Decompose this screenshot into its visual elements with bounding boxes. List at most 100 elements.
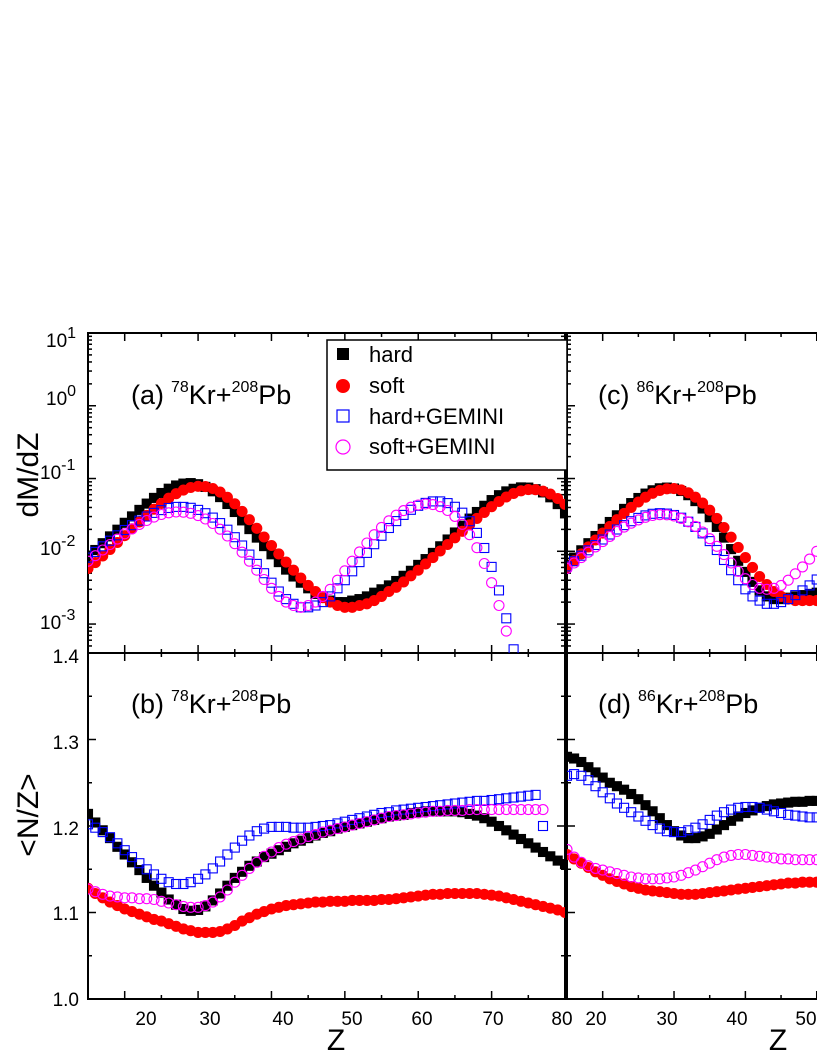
point-b-soft-gemini bbox=[530, 804, 542, 816]
point-b-hard-gemini bbox=[457, 797, 468, 808]
point-a-soft-gemini bbox=[368, 529, 380, 541]
point-b-soft-gemini bbox=[280, 838, 292, 850]
point-a-soft-gemini bbox=[478, 557, 490, 570]
panel-c-marks bbox=[567, 482, 817, 609]
point-d-hard bbox=[647, 806, 658, 817]
point-d-soft-gemini bbox=[668, 871, 680, 883]
point-d-hard-gemini bbox=[718, 807, 730, 818]
point-c-soft-gemini bbox=[618, 521, 630, 533]
point-d-soft-gemini bbox=[675, 869, 687, 881]
point-d-hard-gemini bbox=[747, 801, 758, 813]
point-a-soft-gemini bbox=[449, 510, 461, 522]
point-c-hard-gemini bbox=[733, 575, 744, 586]
point-c-hard-gemini bbox=[754, 595, 765, 606]
point-a-hard-gemini bbox=[244, 549, 255, 560]
point-a-hard-gemini bbox=[156, 505, 167, 516]
point-b-soft-gemini bbox=[493, 804, 505, 816]
point-d-soft-gemini bbox=[697, 861, 709, 873]
point-a-hard-gemini bbox=[501, 613, 512, 624]
point-a-soft-gemini bbox=[420, 498, 432, 510]
point-d-hard-gemini bbox=[661, 826, 672, 837]
point-b-hard-gemini bbox=[310, 821, 321, 832]
point-d-hard bbox=[583, 762, 594, 773]
x-tick-labels-left: 20 30 40 50 60 70 80 bbox=[135, 1009, 572, 1030]
point-b-soft-gemini bbox=[537, 804, 549, 816]
point-d-soft-gemini bbox=[739, 848, 751, 861]
point-c-soft-gemini bbox=[746, 578, 759, 591]
legend-marker-hard-gemini bbox=[336, 409, 350, 423]
point-a-soft-gemini bbox=[111, 533, 123, 545]
point-d-soft-gemini bbox=[639, 873, 652, 885]
point-a-hard-gemini bbox=[237, 540, 248, 551]
point-d-soft-gemini bbox=[618, 869, 630, 881]
point-a-soft bbox=[478, 506, 490, 518]
point-d-soft-gemini bbox=[796, 854, 809, 866]
point-a-soft-gemini bbox=[456, 518, 468, 530]
point-a-hard-gemini bbox=[354, 557, 365, 568]
point-b-soft-gemini bbox=[434, 805, 446, 817]
point-c-soft-gemini bbox=[589, 541, 602, 553]
point-b-soft-gemini bbox=[111, 891, 123, 903]
point-b-soft-gemini bbox=[508, 804, 520, 816]
legend: hard soft hard+GEMINI soft+GEMINI bbox=[326, 339, 568, 471]
point-b-soft-gemini bbox=[420, 806, 432, 818]
point-b-soft-gemini bbox=[251, 856, 263, 868]
point-a-soft-gemini bbox=[324, 583, 336, 595]
point-d-hard-gemini bbox=[647, 820, 658, 831]
point-b-soft-gemini bbox=[405, 808, 417, 820]
point-b-soft-gemini bbox=[339, 821, 351, 833]
series-c-hard bbox=[567, 482, 817, 605]
legend-label-hard-gemini: hard+GEMINI bbox=[369, 404, 504, 429]
series-d-hard bbox=[567, 751, 817, 844]
point-c-soft-gemini bbox=[661, 509, 673, 521]
point-a-soft-gemini bbox=[221, 530, 233, 542]
point-a-hard-gemini bbox=[524, 708, 533, 717]
point-a-soft-gemini bbox=[251, 564, 263, 576]
point-d-hard-gemini bbox=[690, 822, 701, 833]
point-d-soft-gemini bbox=[654, 873, 666, 885]
point-b-hard-gemini bbox=[178, 878, 189, 890]
point-d-hard-gemini bbox=[683, 825, 694, 836]
point-b-hard-gemini bbox=[281, 821, 292, 832]
point-b-hard-gemini bbox=[427, 801, 438, 812]
point-a-hard-gemini bbox=[273, 586, 284, 597]
point-c-soft bbox=[704, 504, 716, 516]
legend-label-soft: soft bbox=[369, 373, 404, 398]
point-a-soft-gemini bbox=[375, 521, 388, 533]
point-a-hard-gemini bbox=[251, 558, 262, 569]
point-b-hard-gemini bbox=[464, 796, 475, 807]
y-tick-label-bottom-3: 1.3 bbox=[53, 733, 79, 754]
point-d-soft-gemini bbox=[746, 849, 759, 861]
point-c-soft-gemini bbox=[704, 533, 716, 545]
point-b-hard bbox=[126, 857, 138, 868]
point-b-soft-gemini bbox=[324, 824, 336, 836]
point-d-soft-gemini bbox=[768, 852, 780, 864]
point-c-soft-gemini bbox=[697, 526, 709, 538]
point-a-hard bbox=[141, 498, 152, 509]
legend-box bbox=[326, 339, 568, 471]
point-b-soft-gemini bbox=[163, 897, 175, 909]
point-a-soft-gemini bbox=[309, 596, 322, 608]
point-a-soft bbox=[405, 570, 417, 582]
point-b-soft-gemini bbox=[449, 804, 461, 816]
x-tick-label-right-40: 40 bbox=[726, 1009, 747, 1030]
point-b-soft-gemini bbox=[478, 804, 490, 816]
point-a-hard-gemini bbox=[376, 530, 387, 541]
point-b-hard bbox=[229, 872, 240, 883]
x-tick-label-right-50: 50 bbox=[795, 1009, 816, 1030]
point-c-soft-gemini bbox=[567, 562, 573, 575]
point-b-soft-gemini bbox=[302, 830, 314, 842]
point-c-soft-gemini bbox=[718, 549, 730, 561]
point-a-soft-gemini bbox=[509, 657, 519, 667]
point-a-soft-gemini bbox=[442, 504, 454, 517]
point-a-soft-gemini bbox=[346, 555, 358, 567]
point-b-soft-gemini bbox=[331, 823, 344, 835]
point-c-hard-gemini bbox=[761, 598, 772, 609]
point-d-soft-gemini bbox=[632, 872, 644, 884]
point-a-hard-gemini bbox=[207, 512, 218, 523]
y-axis-title-bottom: <N/Z> bbox=[12, 773, 45, 856]
point-a-soft-gemini bbox=[516, 686, 526, 696]
point-b-soft-gemini bbox=[287, 836, 300, 848]
point-a-soft-gemini bbox=[141, 514, 153, 527]
point-a-soft-gemini bbox=[464, 529, 476, 541]
